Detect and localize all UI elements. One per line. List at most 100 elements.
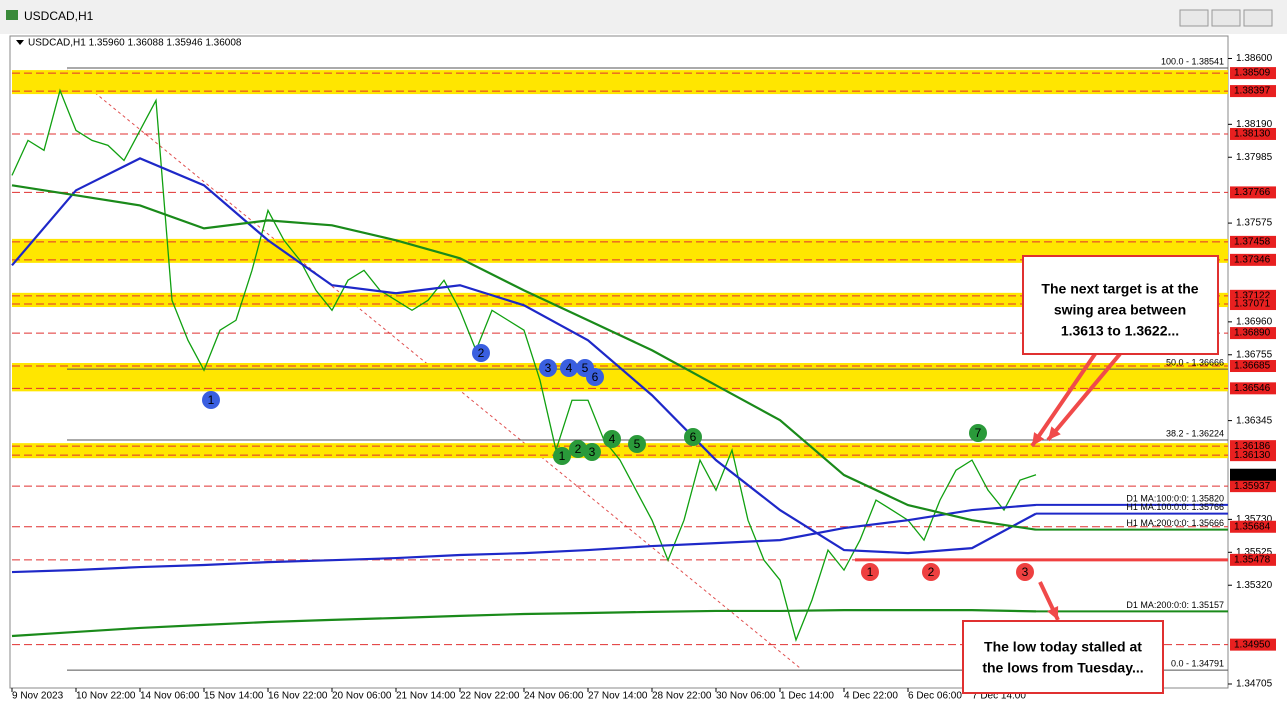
level-tag	[1230, 520, 1276, 533]
level-tag	[1230, 67, 1276, 80]
support-resistance-zone	[12, 292, 1228, 308]
green-marker	[553, 447, 571, 465]
level-label: 1.36546	[1234, 383, 1271, 394]
arrow-shaft	[1046, 352, 1122, 442]
support-resistance-zone	[12, 443, 1228, 459]
level-label: 1.36130	[1234, 450, 1271, 461]
green-marker	[569, 440, 587, 458]
annotation-text: the lows from Tuesday...	[982, 660, 1143, 676]
x-tick-label: 27 Nov 14:00	[588, 691, 648, 702]
red-marker	[922, 563, 940, 581]
annotation-text: The low today stalled at	[984, 639, 1142, 655]
marker-label: 6	[690, 430, 697, 444]
marker-label: 7	[975, 426, 982, 440]
support-resistance-zone	[12, 238, 1228, 263]
symbol-info: USDCAD,H1 1.35960 1.36088 1.35946 1.3600…	[28, 38, 242, 49]
support-resistance-zone	[12, 70, 1228, 95]
price-line	[11, 88, 1037, 643]
minimize-button[interactable]	[1179, 9, 1209, 27]
fib-label: 100.0 - 1.38541	[1161, 56, 1224, 66]
blue-marker	[539, 359, 557, 377]
fib-label: 38.2 - 1.36224	[1166, 428, 1224, 438]
marker-label: 3	[545, 361, 552, 375]
annotation-box	[962, 620, 1164, 694]
title-bar	[0, 0, 1287, 34]
arrow-head	[1047, 606, 1059, 620]
level-label: 1.35937	[1234, 481, 1271, 492]
level-label: 1.38130	[1234, 129, 1271, 140]
moving-average	[11, 503, 1037, 574]
fib-label: 0.0 - 1.34791	[1171, 659, 1224, 669]
x-tick-label: 16 Nov 22:00	[268, 691, 328, 702]
x-tick-label: 6 Dec 06:00	[908, 691, 962, 702]
y-tick-label: 1.34705	[1236, 679, 1273, 690]
blue-marker	[202, 391, 220, 409]
current-price-label: 1.36008	[1234, 469, 1271, 480]
marker-label: 1	[208, 393, 215, 407]
level-label: 1.37346	[1234, 255, 1271, 266]
green-marker	[628, 435, 646, 453]
level-tag	[1230, 480, 1276, 493]
x-tick-label: 30 Nov 06:00	[716, 691, 776, 702]
x-tick-label: 9 Nov 2023	[12, 691, 64, 702]
marker-label: 2	[928, 565, 935, 579]
current-price-tag	[1230, 468, 1276, 481]
marker-label: 3	[589, 445, 596, 459]
moving-average	[11, 609, 1037, 638]
y-tick-label: 1.37575	[1236, 218, 1273, 229]
level-label: 1.37071	[1234, 299, 1271, 310]
marker-label: 2	[575, 442, 582, 456]
x-tick-label: 14 Nov 06:00	[140, 691, 200, 702]
arrow-head	[1032, 432, 1045, 446]
x-tick-label: 10 Nov 22:00	[76, 691, 136, 702]
red-marker	[861, 563, 879, 581]
y-tick-label: 1.36755	[1236, 349, 1273, 360]
x-tick-label: 21 Nov 14:00	[396, 691, 456, 702]
x-tick-label: 22 Nov 22:00	[460, 691, 520, 702]
arrow-head	[1048, 426, 1061, 440]
y-tick-label: 1.35525	[1236, 547, 1273, 558]
level-tag	[1230, 638, 1276, 651]
window-title: USDCAD,H1	[24, 9, 94, 23]
marker-label: 6	[592, 370, 599, 384]
y-tick-label: 1.37985	[1236, 152, 1273, 163]
y-tick-label: 1.35730	[1236, 514, 1273, 525]
fib-trendline	[66, 69, 801, 669]
y-tick-label: 1.36345	[1236, 415, 1273, 426]
ma-label: D1 MA:100:0:0: 1.35820	[1126, 493, 1224, 503]
y-tick-label: 1.38190	[1236, 119, 1273, 130]
level-tag	[1230, 186, 1276, 199]
maximize-button[interactable]	[1211, 9, 1241, 27]
level-label: 1.36685	[1234, 361, 1271, 372]
level-label: 1.34950	[1234, 639, 1271, 650]
level-tag	[1230, 553, 1276, 566]
annotation-box	[1022, 255, 1219, 355]
level-tag	[1230, 449, 1276, 462]
level-label: 1.38509	[1234, 68, 1271, 79]
blue-marker	[560, 359, 578, 377]
y-tick-label: 1.38600	[1236, 53, 1273, 64]
y-tick-label: 1.36960	[1236, 316, 1273, 327]
x-tick-label: 20 Nov 06:00	[332, 691, 392, 702]
level-label: 1.37122	[1234, 290, 1271, 301]
marker-label: 3	[1022, 565, 1029, 579]
marker-label: 5	[634, 437, 641, 451]
level-tag	[1230, 85, 1276, 98]
level-tag	[1230, 253, 1276, 266]
annotation-text: 1.3613 to 1.3622...	[1061, 323, 1179, 339]
level-label: 1.38397	[1234, 86, 1271, 97]
red-marker	[1016, 563, 1034, 581]
x-tick-label: 7 Dec 14:00	[972, 691, 1026, 702]
marker-label: 4	[566, 361, 573, 375]
arrow-shaft	[1030, 352, 1097, 448]
annotation-text: swing area between	[1054, 302, 1186, 318]
level-tag	[1230, 382, 1276, 395]
close-button[interactable]	[1243, 9, 1273, 27]
level-label: 1.36186	[1234, 441, 1271, 452]
green-marker	[603, 430, 621, 448]
fib-label: 50.0 - 1.36666	[1166, 357, 1224, 367]
marker-label: 1	[867, 565, 874, 579]
marker-label: 5	[582, 361, 589, 375]
